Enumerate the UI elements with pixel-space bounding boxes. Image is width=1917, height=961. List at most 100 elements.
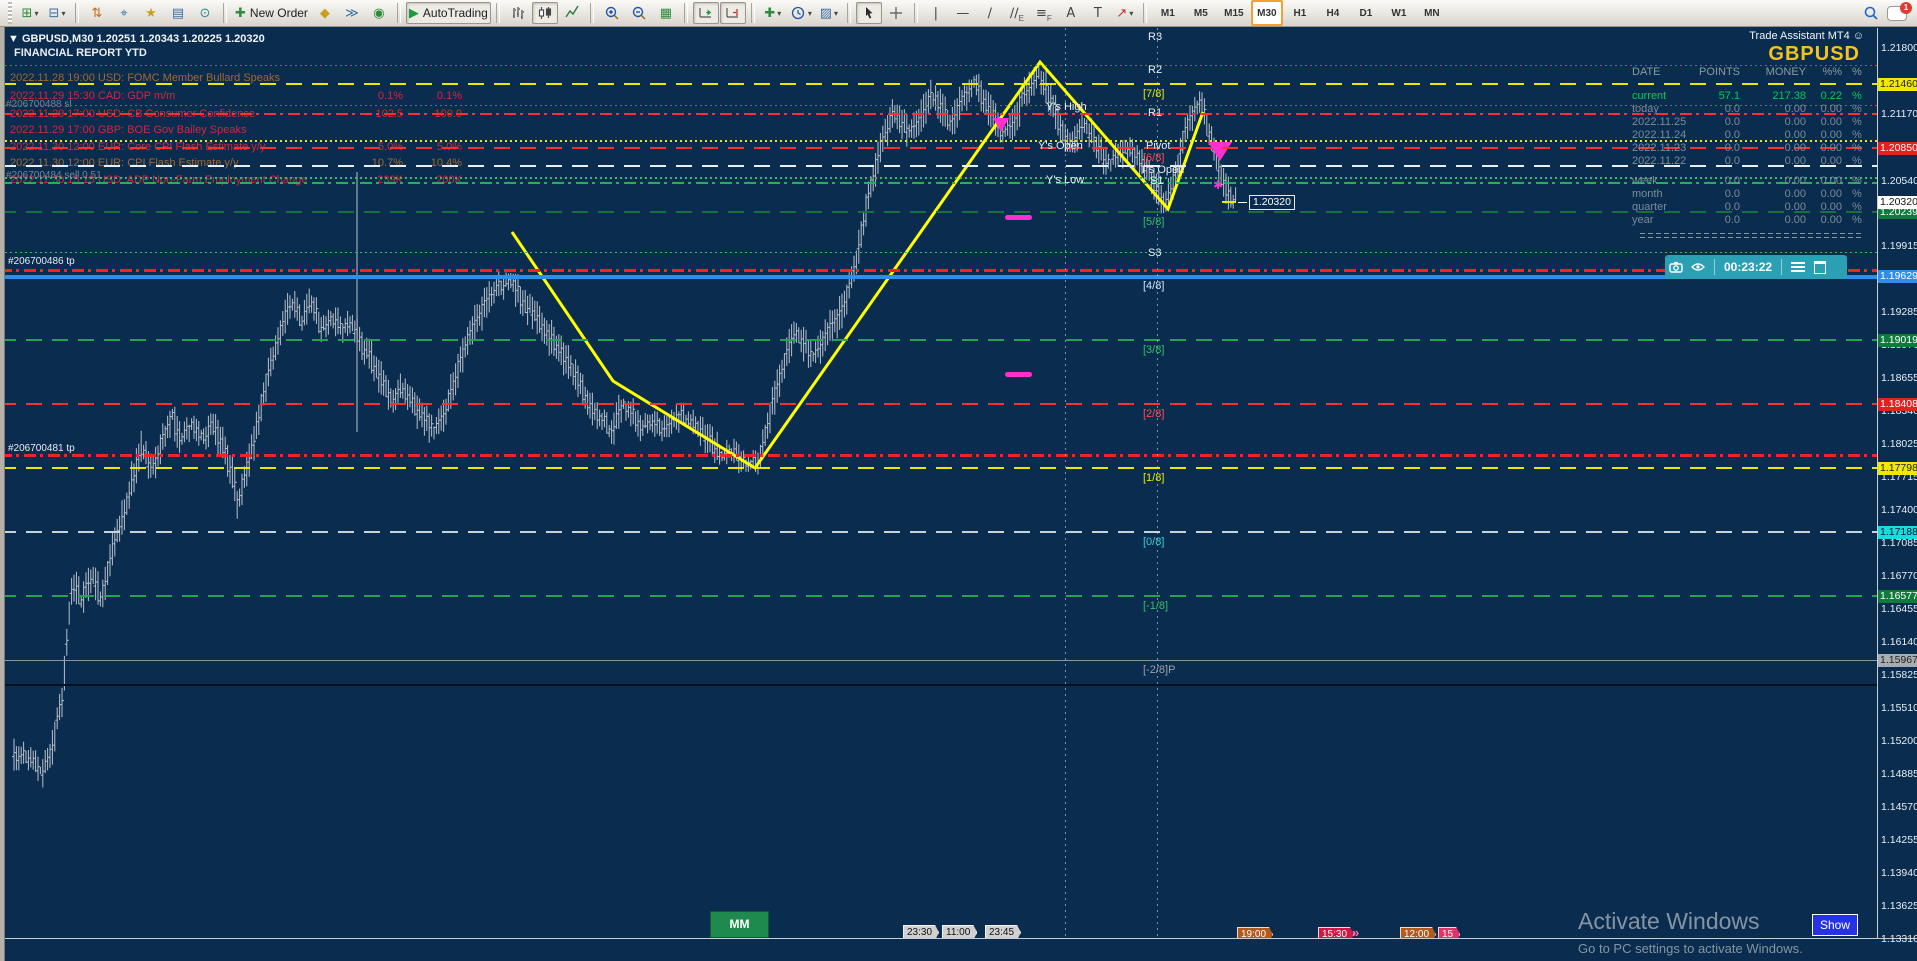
order-marker-label: #206700486 tp (8, 256, 75, 267)
price-axis-label: 1.14570 (1881, 801, 1917, 813)
price-axis-highlight: 1.19629 (1878, 270, 1917, 283)
new-chart-icon: ⊞ (21, 5, 33, 21)
assistant-row-2022-11-25-cell: 0.0 (1724, 116, 1740, 128)
zoom-out-button[interactable] (626, 2, 652, 24)
mm-button[interactable]: MM (710, 911, 769, 938)
price-axis-label: 1.17085 (1881, 537, 1917, 549)
equidistant-channel-button[interactable]: ∕∕ E (1004, 2, 1030, 24)
crosshair-button[interactable] (883, 2, 909, 24)
timeframe-h1-button[interactable]: H1 (1293, 7, 1307, 19)
price-axis-label: 1.16455 (1881, 603, 1917, 615)
terminal-button[interactable]: ▤ (165, 2, 191, 24)
vertical-line-button[interactable]: | (923, 2, 949, 24)
assistant-row-current-cell: % (1852, 90, 1862, 102)
fibonacci-button[interactable]: ≡ F (1031, 2, 1057, 24)
market-watch-icon: ⇅ (91, 5, 103, 21)
show-button[interactable]: Show (1812, 914, 1858, 936)
price-level-line (0, 339, 1877, 341)
camera-icon[interactable] (1665, 257, 1687, 277)
timeframe-m30-button[interactable]: M30 (1250, 0, 1283, 26)
menu-icon[interactable] (1787, 257, 1809, 277)
news-row: 2022.11.29 15:30 CAD: GDP m/m 0.1% 0.1% (10, 90, 462, 102)
periods-icon (790, 5, 806, 21)
chevron-down-icon[interactable]: ▾ (34, 8, 39, 18)
timeframe-m15-button[interactable]: M15 (1224, 7, 1244, 19)
chevron-down-icon[interactable]: ▾ (1129, 8, 1134, 18)
toolbar-divider (846, 3, 851, 23)
timeframe-mn-button[interactable]: MN (1424, 7, 1440, 19)
bar-chart-button[interactable] (505, 2, 531, 24)
strategy-tester-button[interactable]: ⊙ (192, 2, 218, 24)
strategy-tester-icon: ⊙ (199, 5, 211, 21)
profiles-button[interactable]: ⊟ ▾ (44, 2, 70, 24)
price-level-line (0, 269, 1877, 272)
assistant-row-current-cell: 0.22 (1820, 90, 1842, 102)
assistant-row-current-cell: 57.1 (1718, 90, 1740, 102)
search-icon[interactable] (1863, 5, 1879, 21)
time-axis[interactable] (0, 938, 1917, 961)
auto-scroll-button[interactable] (692, 2, 719, 24)
timeframe-w1-button[interactable]: W1 (1391, 7, 1407, 19)
zoom-in-button[interactable] (599, 2, 625, 24)
cursor-button[interactable] (855, 2, 882, 24)
news-button[interactable]: ◉ (366, 2, 392, 24)
autotrading-button[interactable]: ▶ AutoTrading (405, 2, 491, 24)
new-chart-button[interactable]: ⊞ ▾ (17, 2, 43, 24)
toolbar-divider (750, 3, 755, 23)
timeframe-m5-button[interactable]: M5 (1193, 7, 1208, 19)
periods-button[interactable]: ▾ (787, 2, 815, 24)
price-level-line (0, 252, 1877, 253)
assistant-row-year-cell: % (1852, 214, 1862, 226)
metaeditor-button[interactable]: ◆ (312, 2, 338, 24)
smiley-icon[interactable]: ☺ (1852, 30, 1864, 42)
eye-icon[interactable] (1687, 257, 1709, 277)
chevron-down-icon[interactable]: ▾ (61, 8, 66, 18)
chart-symbol-title[interactable]: ▼ GBPUSD,M30 1.20251 1.20343 1.20225 1.2… (8, 33, 265, 45)
assistant-row-2022-11-23-cell: 0.00 (1820, 142, 1842, 154)
activate-windows-text: Activate Windows (1578, 908, 1760, 934)
text-icon: A (1066, 5, 1076, 21)
assistant-row-2022-11-25-cell: 0.00 (1784, 116, 1806, 128)
templates-button[interactable]: ▨ ▾ (816, 2, 842, 24)
assistant-row-2022-11-24-cell: 0.00 (1784, 129, 1806, 141)
notifications-icon[interactable]: 1 (1887, 1, 1912, 21)
text-button[interactable]: A (1058, 2, 1084, 24)
assistant-row-2022-11-23-cell: 0.0 (1724, 142, 1740, 154)
assistant-row-2022-11-24-cell: 2022.11.24 (1632, 129, 1687, 141)
navigator-button[interactable]: ★ (138, 2, 164, 24)
assistant-row-2022-11-22-cell: 2022.11.22 (1632, 155, 1687, 167)
trend-line-button[interactable]: ∕ (977, 2, 1003, 24)
text-label-button[interactable]: T (1085, 2, 1111, 24)
trade-assistant-symbol: GBPUSD (1768, 43, 1860, 65)
tile-windows-button[interactable]: ▦ (653, 2, 679, 24)
assistant-header-row-cell: POINTS (1699, 66, 1740, 78)
price-level-line (0, 165, 1877, 167)
assistant-row-2022-11-25-cell: 2022.11.25 (1632, 116, 1687, 128)
timeframe-h4-button[interactable]: H4 (1326, 7, 1340, 19)
chevron-down-icon[interactable]: ▾ (807, 8, 812, 18)
candlestick-chart-button[interactable] (531, 2, 558, 24)
arrows-button[interactable]: ↗ ▾ (1112, 2, 1138, 24)
timeframe-d1-button[interactable]: D1 (1359, 7, 1373, 19)
indicators-button[interactable]: ✚ ▾ (760, 2, 786, 24)
timeframe-m1-button[interactable]: M1 (1160, 7, 1175, 19)
fibonacci-icon: ≡ (1035, 5, 1047, 21)
market-watch-button[interactable]: ⇅ (84, 2, 110, 24)
price-axis-label: 1.19285 (1881, 306, 1917, 318)
price-axis[interactable] (1877, 28, 1917, 938)
horizontal-line-button[interactable]: — (950, 2, 976, 24)
chevron-down-icon[interactable]: ▾ (834, 8, 839, 18)
chart-shift-button[interactable] (719, 2, 746, 24)
data-window-button[interactable]: ⌖ (111, 2, 137, 24)
toolbar-grip[interactable] (8, 2, 12, 24)
line-chart-button[interactable] (559, 2, 585, 24)
publish-button[interactable]: ≫ (339, 2, 365, 24)
restore-window-icon[interactable] (1809, 257, 1831, 277)
chevron-down-icon[interactable]: ▾ (777, 8, 782, 18)
price-axis-label: 1.13625 (1881, 900, 1917, 912)
assistant-row-2022-11-24-cell: 0.0 (1724, 129, 1740, 141)
new-order-button[interactable]: ✚ New Order (232, 2, 311, 24)
assistant-row-month-cell: 0.0 (1724, 188, 1740, 200)
order-marker-label: #206700481 tp (8, 443, 75, 454)
